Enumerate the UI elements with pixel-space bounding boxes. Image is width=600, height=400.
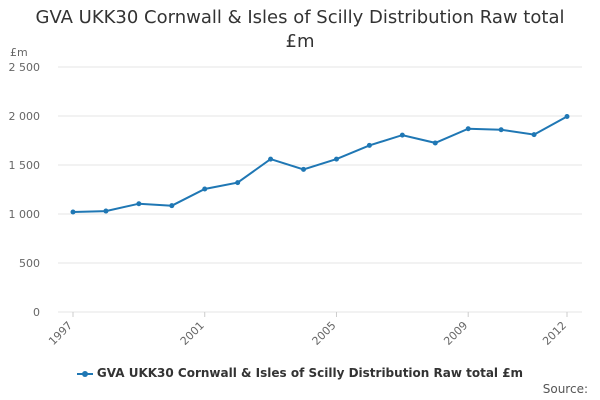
data-point-2004	[301, 166, 307, 172]
data-point-2003	[268, 156, 274, 162]
data-point-1999	[136, 201, 142, 207]
y-tick-label-1500: 1 500	[9, 159, 41, 172]
data-point-2012	[564, 113, 570, 119]
chart-legend[interactable]: GVA UKK30 Cornwall & Isles of Scilly Dis…	[0, 366, 600, 380]
chart-title-line-2: £m	[285, 31, 315, 52]
y-tick-label-0: 0	[33, 306, 40, 319]
x-tick-label-2009: 2009	[441, 319, 470, 348]
x-tick-label-1997: 1997	[46, 319, 75, 348]
series-line-0	[72, 115, 568, 213]
data-point-2006	[366, 142, 372, 148]
y-tick-label-500: 500	[19, 257, 40, 270]
chart-title-line-1: GVA UKK30 Cornwall & Isles of Scilly Dis…	[35, 7, 565, 28]
y-axis-label: £m	[10, 46, 28, 59]
data-point-2009	[465, 126, 471, 132]
x-tick-label-2005: 2005	[310, 319, 339, 348]
data-point-2011	[531, 132, 537, 138]
y-tick-label-2000: 2 000	[9, 110, 41, 123]
data-point-2007	[399, 132, 405, 138]
y-tick-label-1000: 1 000	[9, 208, 41, 221]
legend-series-label: GVA UKK30 Cornwall & Isles of Scilly Dis…	[96, 366, 524, 380]
data-point-1997	[70, 209, 76, 215]
y-tick-label-2500: 2 500	[9, 61, 41, 74]
chart-title: GVA UKK30 Cornwall & Isles of Scilly Dis…	[0, 6, 600, 54]
data-point-2010	[498, 127, 504, 133]
legend-series-marker	[76, 369, 93, 379]
data-point-2002	[235, 180, 241, 186]
source-label: Source:	[542, 382, 588, 396]
data-point-2005	[333, 156, 339, 162]
data-point-2000	[169, 203, 175, 209]
data-point-2001	[202, 186, 208, 192]
data-point-1998	[103, 208, 109, 214]
data-point-2008	[432, 140, 438, 146]
x-tick-label-2001: 2001	[178, 319, 207, 348]
x-tick-label-2012: 2012	[540, 319, 569, 348]
